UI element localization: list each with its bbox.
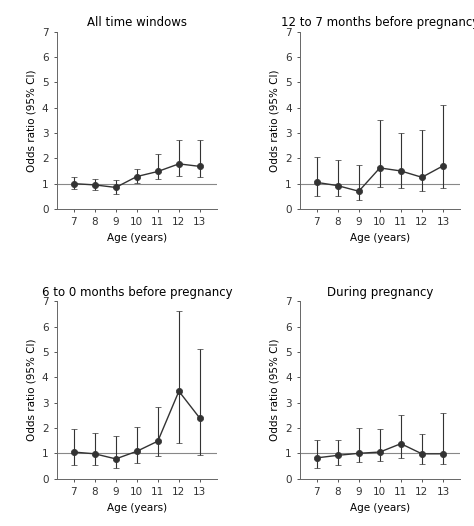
- Title: 12 to 7 months before pregnancy: 12 to 7 months before pregnancy: [281, 16, 474, 29]
- Y-axis label: Odds ratio (95% CI): Odds ratio (95% CI): [27, 339, 36, 441]
- Title: All time windows: All time windows: [87, 16, 187, 29]
- Y-axis label: Odds ratio (95% CI): Odds ratio (95% CI): [27, 69, 36, 171]
- X-axis label: Age (years): Age (years): [350, 233, 410, 243]
- X-axis label: Age (years): Age (years): [350, 502, 410, 512]
- X-axis label: Age (years): Age (years): [107, 502, 167, 512]
- Title: During pregnancy: During pregnancy: [327, 286, 433, 299]
- X-axis label: Age (years): Age (years): [107, 233, 167, 243]
- Y-axis label: Odds ratio (95% CI): Odds ratio (95% CI): [269, 69, 279, 171]
- Y-axis label: Odds ratio (95% CI): Odds ratio (95% CI): [269, 339, 279, 441]
- Title: 6 to 0 months before pregnancy: 6 to 0 months before pregnancy: [42, 286, 232, 299]
